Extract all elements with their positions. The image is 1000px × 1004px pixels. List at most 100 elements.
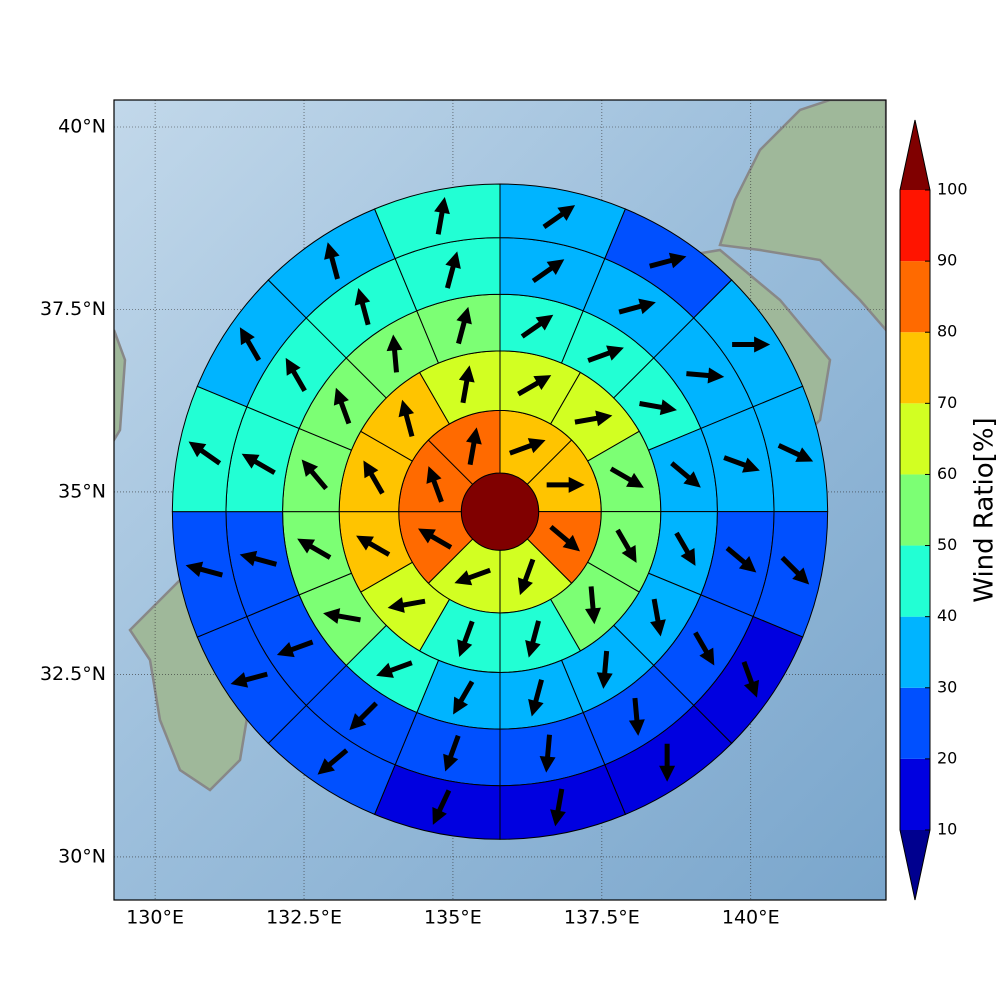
wind-arrow xyxy=(456,306,472,345)
wind-arrow xyxy=(659,743,676,782)
wind-arrow xyxy=(387,597,426,613)
colorbar-tick-label: 40 xyxy=(937,606,957,625)
wind-arrow xyxy=(628,697,645,736)
wind-arrow xyxy=(741,661,760,698)
wind-arrow xyxy=(454,567,491,586)
colorbar-swatch xyxy=(900,332,930,404)
wind-arrow xyxy=(297,538,332,560)
sectors xyxy=(171,183,829,840)
x-tick-label: 132.5°E xyxy=(266,907,342,929)
x-tick-label: 130°E xyxy=(126,907,184,929)
wind-arrow xyxy=(317,748,349,775)
colorbar-over xyxy=(900,120,930,190)
wind-arrow xyxy=(725,546,757,573)
wind-arrow xyxy=(354,288,371,326)
y-tick-label: 30°N xyxy=(58,845,106,867)
wind-arrow xyxy=(333,387,352,425)
wind-arrow xyxy=(356,535,391,557)
colorbar-swatch xyxy=(900,474,930,546)
x-tick-label: 135°E xyxy=(424,907,482,929)
colorbar-tick-label: 50 xyxy=(937,535,957,554)
colorbar-tick-label: 10 xyxy=(937,820,957,839)
colorbar: 10 20 30 40 50 60 70 80 90 100 xyxy=(899,119,968,901)
y-tick-label: 35°N xyxy=(58,480,106,502)
wind-arrow xyxy=(649,252,687,269)
colorbar-swatch xyxy=(900,616,930,688)
wind-arrow xyxy=(457,620,475,658)
wind-arrow xyxy=(674,531,696,566)
colorbar-tick-label: 20 xyxy=(937,748,957,767)
wind-arrow xyxy=(185,561,223,578)
wind-arrow xyxy=(426,466,444,503)
colorbar-swatch xyxy=(900,190,930,262)
wind-arrow xyxy=(585,586,601,625)
wind-arrow xyxy=(323,608,361,624)
wind-arrow xyxy=(363,460,385,495)
colorbar-tick-label: 60 xyxy=(937,464,957,483)
wind-arrow xyxy=(458,365,475,404)
colorbar-swatch xyxy=(900,687,930,759)
wind-arrow xyxy=(301,459,328,491)
wind-arrow xyxy=(285,357,307,393)
wind-arrow xyxy=(418,528,453,550)
wind-arrow xyxy=(453,680,475,715)
colorbar-swatch xyxy=(900,403,930,475)
wind-arrow xyxy=(443,734,461,772)
wind-arrow xyxy=(324,242,340,280)
colorbar-swatch xyxy=(900,261,930,333)
wind-arrow xyxy=(509,438,546,456)
colorbar-under xyxy=(900,830,930,900)
land-honshu-north xyxy=(718,100,886,332)
wind-arrow xyxy=(693,631,715,666)
y-tick-label: 40°N xyxy=(58,116,106,138)
wind-arrow xyxy=(466,427,482,466)
y-tick-label: 32.5°N xyxy=(40,663,106,685)
wind-arrow xyxy=(376,660,413,678)
wind-arrow xyxy=(670,461,701,488)
colorbar-tick-label: 100 xyxy=(937,180,968,199)
wind-arrow xyxy=(230,671,268,688)
wind-arrow xyxy=(434,196,450,235)
wind-arrow xyxy=(639,399,677,416)
x-tick-label: 140°E xyxy=(722,907,780,929)
wind-arrow xyxy=(398,399,415,438)
wind-arrow xyxy=(542,205,576,230)
wind-arrow xyxy=(188,441,222,466)
wind-arrow xyxy=(528,679,544,717)
wind-arrow xyxy=(239,550,278,567)
wind-arrow xyxy=(239,327,262,362)
wind-arrow xyxy=(732,336,771,353)
wind-arrow xyxy=(574,410,613,427)
wind-arrow xyxy=(587,345,624,363)
wind-arrow xyxy=(517,375,552,397)
axis-ticks: 130°E 132.5°E 135°E 137.5°E 140°E 30°N 32.5°N 3… xyxy=(40,116,780,929)
colorbar-tick-label: 80 xyxy=(937,322,957,341)
wind-arrow xyxy=(650,598,666,637)
wind-arrows xyxy=(185,196,814,827)
wind-arrow xyxy=(539,734,556,773)
x-tick-label: 137.5°E xyxy=(564,907,640,929)
wind-arrow xyxy=(723,455,760,473)
wind-arrow xyxy=(780,555,810,585)
wind-arrow xyxy=(386,334,403,373)
wind-arrow xyxy=(349,701,378,731)
colorbar-tick-label: 70 xyxy=(937,393,957,412)
colorbar-swatch xyxy=(900,545,930,617)
wind-arrow xyxy=(596,650,613,689)
wind-arrow xyxy=(549,524,580,552)
wind-arrow xyxy=(546,476,585,493)
wind-arrow xyxy=(686,367,725,384)
wind-arrow xyxy=(517,558,536,596)
wind-arrow xyxy=(615,528,637,563)
wind-arrow xyxy=(444,251,461,289)
y-tick-label: 37.5°N xyxy=(40,298,106,320)
colorbar-tick-label: 90 xyxy=(937,251,957,270)
wind-arrow xyxy=(618,298,656,315)
sector xyxy=(373,183,501,260)
wind-arrow xyxy=(609,466,644,488)
wind-arrow xyxy=(525,620,541,658)
colorbar-label: Wind Ratio[%] xyxy=(970,417,1000,602)
wind-arrow xyxy=(550,788,566,827)
wind-arrow xyxy=(777,443,814,462)
